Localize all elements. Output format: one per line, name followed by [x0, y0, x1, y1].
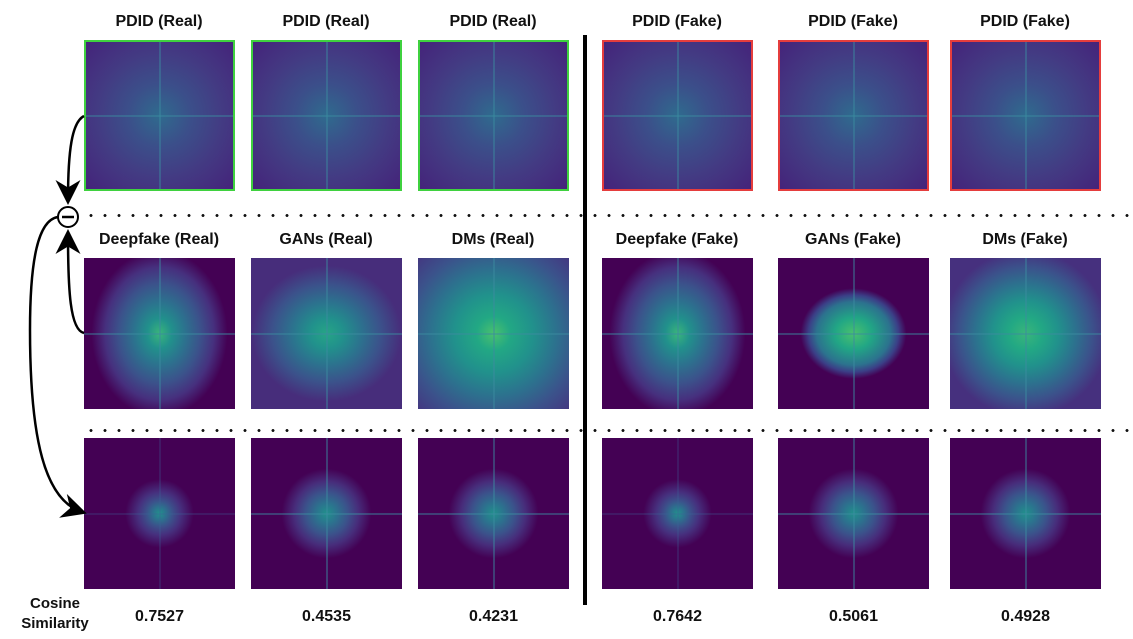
title-pdid-fake-1: PDID (Fake): [632, 13, 722, 30]
title-pdid-real-2: PDID (Real): [282, 13, 370, 30]
difference-dms-fake: [950, 438, 1101, 589]
spectrum-deepfake-fake: [602, 258, 753, 409]
title-deepfake-fake: Deepfake (Fake): [615, 231, 739, 248]
spectrum-pdid-fake-2: [778, 40, 929, 191]
similarity-deepfake-real: 0.7527: [135, 608, 184, 625]
spectrum-gans-real: [251, 258, 402, 409]
spectrum-pdid-real-2: [251, 40, 402, 191]
title-pdid-real-1: PDID (Real): [115, 13, 203, 30]
spectrum-dms-real: [418, 258, 569, 409]
label-line-1: Cosine: [29, 595, 80, 612]
title-gans-real: GANs (Real): [279, 231, 373, 248]
arrow-from-deepfake: [55, 229, 85, 335]
dotted-separator-2: [84, 429, 1133, 432]
arrow-from-pdid: [55, 114, 85, 205]
minus-circle-icon: [57, 206, 79, 228]
spectrum-dms-fake: [950, 258, 1101, 409]
difference-dms-real: [418, 438, 569, 589]
arrow-to-difference: [28, 215, 87, 518]
real-fake-divider: [583, 35, 587, 605]
title-gans-fake: GANs (Fake): [804, 231, 902, 248]
similarity-dms-fake: 0.4928: [1001, 608, 1050, 625]
spectrum-pdid-real-3: [418, 40, 569, 191]
spectrum-deepfake-real: [84, 258, 235, 409]
title-deepfake-real: Deepfake (Real): [98, 231, 220, 248]
title-pdid-real-3: PDID (Real): [449, 13, 537, 30]
spectrum-pdid-fake-3: [950, 40, 1101, 191]
difference-gans-fake: [778, 438, 929, 589]
dotted-separator-1: [84, 214, 1133, 217]
title-dms-real: DMs (Real): [451, 231, 535, 248]
similarity-gans-fake: 0.5061: [829, 608, 878, 625]
spectrum-gans-fake: [778, 258, 929, 409]
similarity-gans-real: 0.4535: [302, 608, 351, 625]
similarity-dms-real: 0.4231: [469, 608, 518, 625]
difference-gans-real: [251, 438, 402, 589]
title-dms-fake: DMs (Fake): [982, 231, 1068, 248]
cosine-similarity-label: Cosine Similarity: [10, 594, 100, 634]
difference-deepfake-fake: [602, 438, 753, 589]
label-line-2: Similarity: [21, 615, 89, 632]
difference-deepfake-real: [84, 438, 235, 589]
similarity-deepfake-fake: 0.7642: [653, 608, 702, 625]
spectrum-pdid-fake-1: [602, 40, 753, 191]
spectrum-pdid-real-1: [84, 40, 235, 191]
title-pdid-fake-2: PDID (Fake): [808, 13, 898, 30]
title-pdid-fake-3: PDID (Fake): [980, 13, 1070, 30]
